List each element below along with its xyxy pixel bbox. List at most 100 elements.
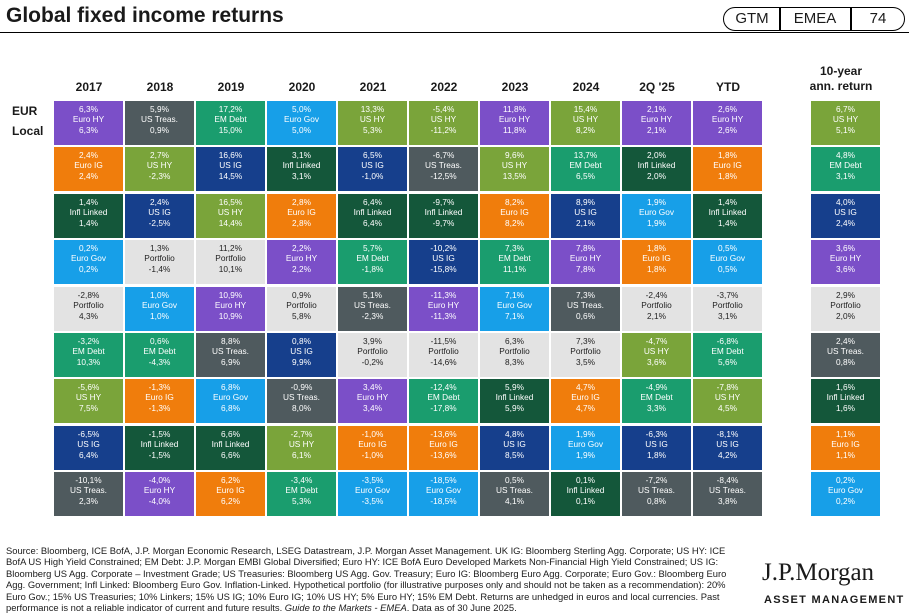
- return-cell: 17,2% EM Debt 15,0%: [196, 101, 265, 145]
- asset-name: Portfolio: [73, 300, 104, 311]
- asset-name: US IG: [645, 439, 668, 450]
- local-return: 3,5%: [576, 356, 595, 367]
- column-header: 2021: [359, 80, 387, 94]
- return-cell: -1,5% Infl Linked -1,5%: [125, 426, 194, 470]
- return-cell: 0,2% Euro Gov 0,2%: [54, 240, 123, 284]
- asset-name: Euro Gov: [638, 207, 675, 218]
- local-return: 15,0%: [218, 124, 243, 135]
- asset-name: US Treas.: [283, 392, 320, 403]
- asset-name: US IG: [503, 439, 526, 450]
- local-return: 5,1%: [836, 124, 855, 135]
- asset-name: US IG: [77, 439, 100, 450]
- return-cell: 4,0% US IG 2,4%: [811, 194, 880, 238]
- eur-return: 6,7%: [836, 104, 855, 114]
- eur-label: EUR: [12, 104, 38, 118]
- local-return: -4,0%: [148, 495, 171, 506]
- local-return: 3,4%: [363, 402, 382, 413]
- return-cell: -5,4% US HY -11,2%: [409, 101, 478, 145]
- asset-name: US IG: [834, 207, 857, 218]
- local-return: 5,8%: [292, 310, 311, 321]
- return-cell: -7,8% US HY 4,5%: [693, 379, 762, 423]
- local-return: 3,1%: [718, 310, 737, 321]
- eur-return: -18,5%: [430, 475, 457, 485]
- eur-return: -6,7%: [432, 150, 455, 160]
- title-divider: [0, 32, 909, 33]
- eur-return: -6,8%: [716, 336, 739, 346]
- local-return: -0,2%: [361, 356, 384, 367]
- eur-return: 7,3%: [576, 290, 595, 300]
- eur-return: -2,7%: [290, 429, 313, 439]
- asset-name: Euro HY: [640, 114, 673, 125]
- column-header: 2017: [75, 80, 103, 94]
- asset-name: US Treas.: [496, 485, 533, 496]
- eur-return: 3,9%: [363, 336, 382, 346]
- eur-return: -5,6%: [77, 382, 100, 392]
- local-return: 2,4%: [836, 217, 855, 228]
- eur-return: 2,8%: [292, 197, 311, 207]
- asset-name: Portfolio: [428, 346, 459, 357]
- eur-return: -12,4%: [430, 382, 457, 392]
- eur-return: 7,3%: [505, 243, 524, 253]
- return-cell: 6,7% US HY 5,1%: [811, 101, 880, 145]
- asset-name: US Treas.: [425, 160, 462, 171]
- asset-name: EM Debt: [356, 253, 389, 264]
- local-return: 11,8%: [503, 124, 526, 135]
- return-cell: -6,7% US Treas. -12,5%: [409, 147, 478, 191]
- asset-name: Euro IG: [74, 160, 103, 171]
- asset-name: Euro IG: [429, 439, 458, 450]
- return-cell: -1,0% Euro IG -1,0%: [338, 426, 407, 470]
- local-return: 5,0%: [292, 124, 311, 135]
- asset-name: US HY: [501, 160, 528, 171]
- eur-return: 5,1%: [363, 290, 382, 300]
- eur-return: -1,5%: [148, 429, 171, 439]
- eur-return: 1,9%: [576, 429, 595, 439]
- return-cell: 6,3% Euro HY 6,3%: [54, 101, 123, 145]
- eur-return: -7,2%: [645, 475, 668, 485]
- local-return: 1,9%: [576, 449, 595, 460]
- local-return: -2,5%: [148, 217, 171, 228]
- local-return: 5,6%: [718, 356, 737, 367]
- eur-return: 7,8%: [576, 243, 595, 253]
- local-return: 1,1%: [836, 449, 855, 460]
- asset-name: Euro IG: [216, 485, 245, 496]
- eur-return: 5,9%: [505, 382, 524, 392]
- eur-return: 0,9%: [292, 290, 311, 300]
- return-cell: 1,8% Euro IG 1,8%: [693, 147, 762, 191]
- local-return: -2,3%: [361, 310, 384, 321]
- eur-return: 11,2%: [219, 243, 242, 253]
- return-cell: 0,8% US IG 9,9%: [267, 333, 336, 377]
- return-cell: 2,6% Euro HY 2,6%: [693, 101, 762, 145]
- asset-name: Euro HY: [72, 114, 105, 125]
- eur-return: 0,1%: [576, 475, 595, 485]
- return-cell: 2,9% Portfolio 2,0%: [811, 287, 880, 331]
- return-cell: 15,4% US HY 8,2%: [551, 101, 620, 145]
- local-return: 0,9%: [150, 124, 169, 135]
- asset-name: Infl Linked: [353, 207, 392, 218]
- eur-return: -4,0%: [148, 475, 171, 485]
- return-cell: 7,8% Euro HY 7,8%: [551, 240, 620, 284]
- asset-name: Infl Linked: [566, 485, 605, 496]
- eur-return: -11,5%: [430, 336, 457, 346]
- asset-name: Euro HY: [356, 392, 389, 403]
- asset-name: US IG: [432, 253, 455, 264]
- return-cell: 5,7% EM Debt -1,8%: [338, 240, 407, 284]
- return-cell: 16,5% US HY 14,4%: [196, 194, 265, 238]
- return-cell: -3,2% EM Debt 10,3%: [54, 333, 123, 377]
- eur-return: 6,8%: [221, 382, 240, 392]
- asset-management-label: ASSET MANAGEMENT: [764, 594, 905, 606]
- local-return: 8,5%: [505, 449, 524, 460]
- eur-return: 6,4%: [363, 197, 382, 207]
- local-return: 1,8%: [647, 263, 666, 274]
- page-title: Global fixed income returns: [6, 4, 284, 27]
- return-cell: 1,6% Infl Linked 1,6%: [811, 379, 880, 423]
- asset-name: US Treas.: [638, 485, 675, 496]
- asset-name: Euro HY: [498, 114, 531, 125]
- asset-name: Portfolio: [357, 346, 388, 357]
- asset-name: Infl Linked: [69, 207, 108, 218]
- eur-return: 15,4%: [573, 104, 598, 114]
- local-return: -12,5%: [430, 170, 457, 181]
- column-header: 2022: [430, 80, 458, 94]
- eur-return: 1,1%: [836, 429, 855, 439]
- local-return: 8,2%: [505, 217, 524, 228]
- asset-name: Euro Gov: [70, 253, 107, 264]
